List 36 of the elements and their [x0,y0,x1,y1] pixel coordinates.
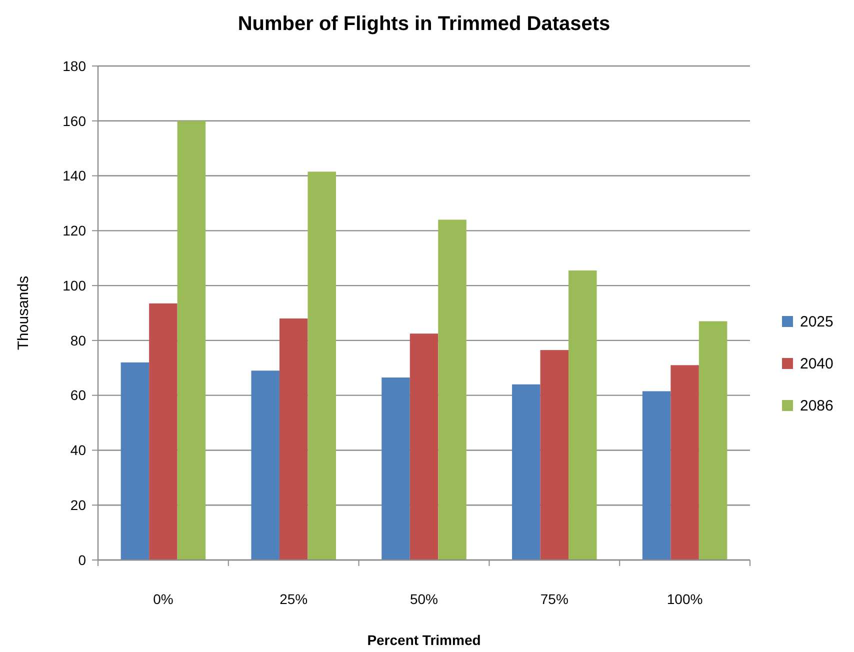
bar [410,334,438,560]
y-axis-title: Thousands [15,276,32,350]
bar [279,318,308,560]
y-tick-label: 140 [62,168,86,184]
y-tick-label: 80 [70,332,86,348]
bar [698,321,728,560]
bar [120,362,150,560]
x-tick-label: 50% [410,591,438,607]
bar [177,120,206,560]
y-tick-label: 120 [62,222,86,239]
bar [382,377,410,560]
bar [308,172,336,560]
x-tick-label: 75% [540,591,568,607]
bar [438,220,466,560]
y-tick-label: 160 [62,112,86,129]
bar [149,303,178,560]
bar [642,391,671,560]
legend-label: 2040 [800,355,834,372]
y-tick-label: 180 [62,58,86,74]
bar [251,370,280,560]
x-tick-label: 25% [280,591,308,607]
legend-label: 2025 [800,313,834,330]
y-tick-label: 100 [62,277,86,294]
x-axis-title: Percent Trimmed [367,632,481,648]
legend-label: 2086 [800,397,834,414]
bar [670,365,699,560]
x-tick-label: 0% [153,591,174,607]
y-tick-label: 20 [70,497,86,514]
x-tick-label: 100% [666,591,703,607]
y-tick-label: 60 [70,387,86,404]
bar [512,384,540,560]
y-tick-label: 40 [70,442,86,458]
bar [568,270,597,560]
y-tick-label: 0 [78,552,86,568]
bar [540,350,569,560]
chart-title: Number of Flights in Trimmed Datasets [238,13,610,35]
